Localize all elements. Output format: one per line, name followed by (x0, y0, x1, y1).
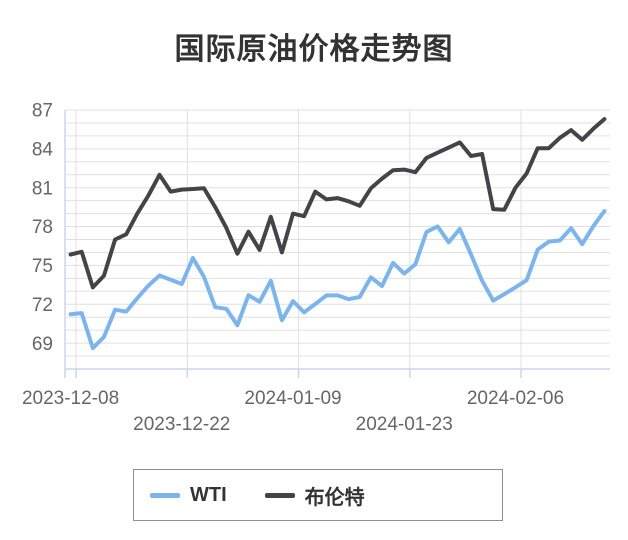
wti-series-line (68, 209, 607, 351)
chart-title: 国际原油价格走势图 (174, 33, 454, 66)
y-axis-label: 75 (32, 256, 53, 277)
legend-item-wti[interactable]: WTI (150, 484, 227, 507)
legend-item-brent[interactable]: 布伦特 (264, 481, 365, 510)
legend-label-wti: WTI (190, 483, 227, 506)
x-axis-label: 2024-02-06 (467, 388, 564, 409)
y-axis-label: 72 (32, 295, 53, 316)
wti-line-swatch (150, 492, 180, 498)
y-axis-label: 84 (32, 140, 54, 161)
x-axis-label: 2024-01-23 (356, 414, 453, 435)
legend-label-brent: 布伦特 (304, 486, 365, 509)
brent-line-swatch (264, 492, 295, 498)
brent-series-line (68, 117, 607, 290)
chart-plot-area: 69 72 75 78 81 84 87 2023-12-08 2023-12-22 2024-0… (22, 101, 610, 435)
x-axis-label: 2023-12-22 (133, 414, 230, 435)
x-axis-label: 2024-01-09 (244, 388, 341, 409)
y-axis-label: 87 (32, 101, 53, 122)
chart-legend: WTI 布伦特 (133, 469, 503, 521)
x-axis-label: 2023-12-08 (22, 388, 119, 409)
y-axis-label: 81 (32, 178, 53, 199)
y-axis-label: 69 (32, 334, 53, 355)
y-axis-label: 78 (32, 217, 53, 238)
